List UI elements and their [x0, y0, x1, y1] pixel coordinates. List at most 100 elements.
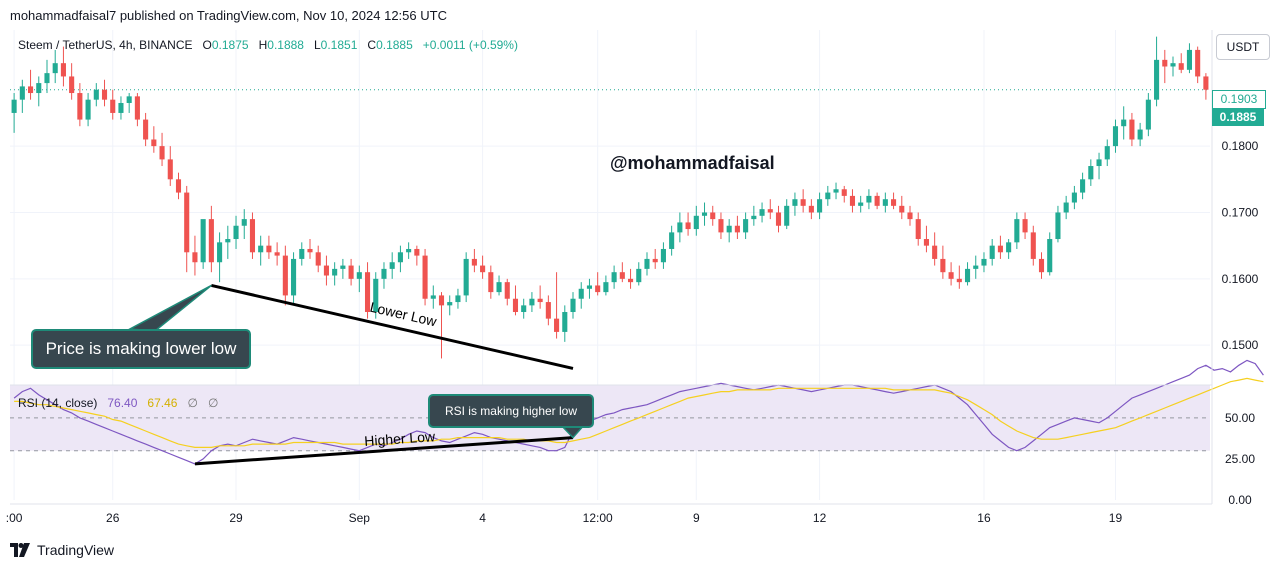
candle-body	[578, 288, 584, 299]
candle-body	[19, 86, 25, 100]
candle-body	[817, 199, 823, 213]
candle-body	[710, 212, 716, 220]
candle-body	[85, 99, 91, 120]
candle-body	[488, 272, 494, 293]
candle-body	[159, 146, 165, 160]
time-tick-label: 16	[977, 511, 991, 525]
candle-body	[496, 282, 502, 293]
candle-body	[447, 302, 453, 306]
candle-body	[808, 205, 814, 213]
candle-body	[849, 195, 856, 206]
candle-body	[291, 258, 297, 296]
candle-body	[323, 265, 329, 276]
candle-body	[603, 282, 609, 293]
candle-body	[438, 295, 445, 306]
high-label: H	[258, 38, 268, 52]
candle-body	[833, 189, 839, 193]
time-tick-label: 29	[229, 511, 243, 525]
candle-body	[1195, 49, 1201, 77]
price-tick-label: 0.1600	[1222, 272, 1259, 286]
high-price-tag: 0.1903	[1212, 90, 1266, 109]
candle-body	[249, 219, 256, 253]
candle-body	[619, 272, 625, 279]
candle-body	[874, 195, 880, 206]
candle-body	[1088, 166, 1094, 180]
rsi-tick-label: 50.00	[1225, 411, 1255, 425]
rsi-tick-label: 25.00	[1225, 452, 1255, 466]
rsi-callout: RSI is making higher low	[428, 394, 594, 428]
candle-body	[1080, 179, 1086, 193]
low-value: 0.1851	[320, 38, 358, 52]
candle-body	[940, 258, 946, 273]
candle-body	[332, 268, 338, 276]
candle-body	[406, 248, 412, 253]
candle-body	[307, 248, 313, 253]
candle-body	[44, 73, 50, 84]
candle-body	[233, 225, 239, 240]
candle-body	[1154, 59, 1160, 100]
time-tick-label: Sep	[349, 511, 371, 525]
candle-body	[595, 285, 601, 293]
change-value: +0.0011 (+0.59%)	[422, 38, 518, 52]
open-value: 0.1875	[211, 38, 249, 52]
candle-body	[1112, 126, 1119, 147]
candle-body	[726, 225, 732, 233]
candle-body	[356, 272, 362, 279]
candle-body	[126, 96, 132, 103]
candle-body	[751, 215, 757, 220]
candle-body	[1186, 49, 1192, 70]
candle-body	[743, 219, 749, 233]
higher-low-line	[194, 436, 574, 466]
price-tick-label: 0.1700	[1222, 205, 1259, 219]
candle-body	[636, 268, 642, 283]
price-tick-label: 0.1800	[1222, 139, 1259, 153]
candle-body	[143, 119, 149, 140]
candle-body	[562, 312, 568, 332]
candle-body	[101, 89, 108, 100]
candle-body	[521, 305, 527, 313]
candle-body	[151, 139, 157, 147]
candle-body	[570, 298, 576, 313]
candle-body	[1022, 219, 1028, 233]
close-label: C	[367, 38, 377, 52]
candle-body	[981, 258, 987, 266]
candle-body	[364, 272, 371, 313]
candle-body	[258, 245, 264, 253]
candle-body	[463, 258, 469, 296]
candle-body	[69, 76, 75, 94]
close-value: 0.1885	[376, 38, 413, 52]
candle-body	[397, 252, 403, 263]
time-tick-label: 4	[479, 511, 486, 525]
candle-body	[586, 285, 592, 289]
candle-body	[241, 219, 247, 226]
candle-body	[274, 252, 280, 256]
tradingview-footer[interactable]: TradingView	[10, 542, 114, 558]
rsi-series	[13, 359, 1264, 465]
candle-body	[825, 192, 831, 200]
candle-body	[775, 212, 782, 226]
candle-body	[800, 199, 806, 206]
candle-body	[529, 298, 535, 306]
rsi-band-area	[10, 384, 1210, 452]
candle-body	[28, 86, 34, 94]
candle-body	[430, 295, 436, 299]
open-label: O	[202, 38, 212, 52]
candlestick-series	[11, 36, 1209, 359]
candle-body	[1063, 202, 1069, 213]
candle-body	[891, 199, 897, 206]
candle-body	[36, 83, 42, 94]
candle-body	[52, 63, 58, 74]
candle-body	[899, 205, 905, 213]
candle-body	[660, 248, 666, 263]
ohlc-legend: Steem / TetherUS, 4h, BINANCE O0.1875 H0…	[18, 38, 518, 52]
candle-body	[997, 245, 1003, 253]
candle-body	[1137, 129, 1143, 140]
candle-body	[175, 179, 182, 193]
candle-body	[956, 278, 962, 283]
currency-button[interactable]: USDT	[1216, 34, 1270, 60]
rsi-ma-line	[14, 377, 1264, 448]
candle-body	[1055, 212, 1061, 240]
candle-body	[973, 265, 979, 269]
candle-body	[628, 278, 634, 283]
